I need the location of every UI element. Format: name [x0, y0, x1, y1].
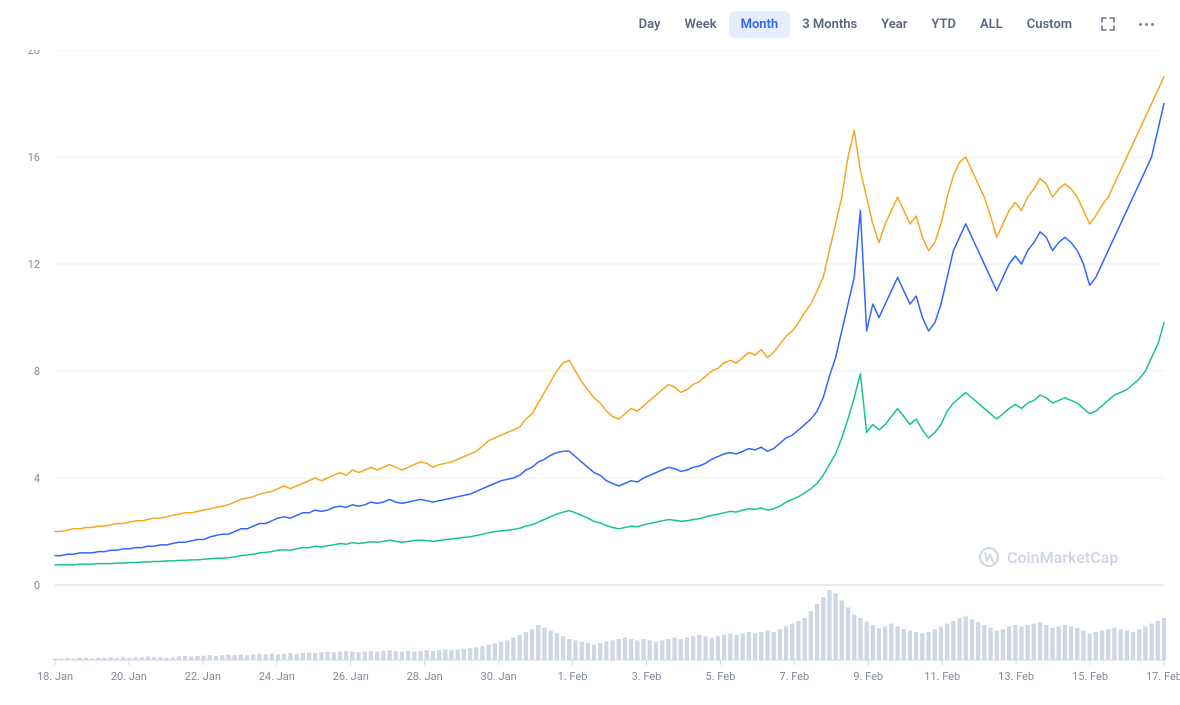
svg-text:30. Jan: 30. Jan — [481, 670, 517, 683]
svg-text:24. Jan: 24. Jan — [259, 670, 295, 683]
range-btn-month[interactable]: Month — [729, 11, 791, 38]
svg-text:9. Feb: 9. Feb — [853, 670, 883, 683]
range-btn-day[interactable]: Day — [627, 11, 673, 38]
svg-text:22. Jan: 22. Jan — [185, 670, 221, 683]
range-button-group: DayWeekMonth3 MonthsYearYTDALLCustom — [627, 11, 1084, 38]
fullscreen-icon[interactable] — [1094, 10, 1122, 38]
svg-text:13. Feb: 13. Feb — [998, 670, 1034, 683]
svg-text:CoinMarketCap: CoinMarketCap — [1007, 548, 1118, 567]
more-options-icon[interactable] — [1132, 10, 1160, 38]
svg-text:7. Feb: 7. Feb — [779, 670, 809, 683]
range-btn-ytd[interactable]: YTD — [919, 11, 968, 38]
svg-text:28. Jan: 28. Jan — [407, 670, 443, 683]
svg-text:26. Jan: 26. Jan — [333, 670, 369, 683]
svg-text:8: 8 — [34, 365, 40, 378]
svg-text:4: 4 — [34, 472, 40, 485]
svg-text:20: 20 — [28, 50, 40, 57]
range-btn-year[interactable]: Year — [869, 11, 919, 38]
range-btn-custom[interactable]: Custom — [1015, 11, 1084, 38]
svg-text:12: 12 — [28, 258, 40, 271]
range-toolbar: DayWeekMonth3 MonthsYearYTDALLCustom — [627, 10, 1160, 38]
svg-text:3. Feb: 3. Feb — [632, 670, 662, 683]
svg-text:5. Feb: 5. Feb — [706, 670, 736, 683]
svg-text:1. Feb: 1. Feb — [558, 670, 588, 683]
svg-text:0: 0 — [34, 579, 40, 592]
price-chart[interactable]: 0 4 8 12 16 20 CoinMarketCap 18. Jan 20. Jan 22… — [0, 50, 1180, 690]
chart-area: 0 4 8 12 16 20 CoinMarketCap 18. Jan 20. Jan 22… — [0, 50, 1180, 690]
svg-text:16: 16 — [28, 151, 40, 164]
range-btn-3-months[interactable]: 3 Months — [790, 11, 869, 38]
range-btn-week[interactable]: Week — [672, 11, 728, 38]
svg-text:20. Jan: 20. Jan — [111, 670, 147, 683]
svg-text:11. Feb: 11. Feb — [924, 670, 960, 683]
range-btn-all[interactable]: ALL — [968, 11, 1015, 38]
svg-text:15. Feb: 15. Feb — [1072, 670, 1108, 683]
svg-text:17. Feb: 17. Feb — [1146, 670, 1180, 683]
svg-text:18. Jan: 18. Jan — [37, 670, 73, 683]
